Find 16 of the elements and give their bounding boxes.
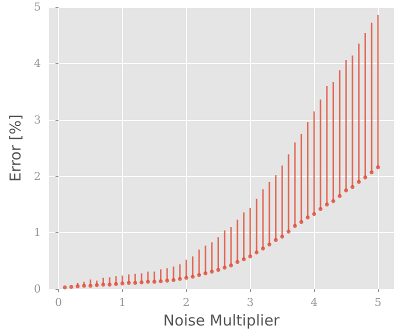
point: [69, 284, 74, 289]
y-tick-label: 0: [34, 282, 41, 296]
y-tick-label: 4: [34, 56, 41, 70]
x-tick-label: 0: [54, 296, 62, 310]
y-axis-title: Error [%]: [6, 114, 24, 182]
y-tick-label: 1: [34, 226, 41, 240]
x-axis-title: Noise Multiplier: [163, 312, 280, 330]
x-tick-label: 5: [374, 296, 382, 310]
y-tick-label: 5: [34, 0, 41, 14]
x-tick-label: 2: [182, 296, 190, 310]
x-tick-label: 4: [310, 296, 318, 310]
point: [62, 285, 67, 290]
y-tick-label: 3: [34, 113, 41, 126]
y-tick-label: 2: [34, 170, 41, 183]
x-tick-label: 1: [118, 296, 126, 310]
x-tick-label: 3: [246, 296, 254, 310]
